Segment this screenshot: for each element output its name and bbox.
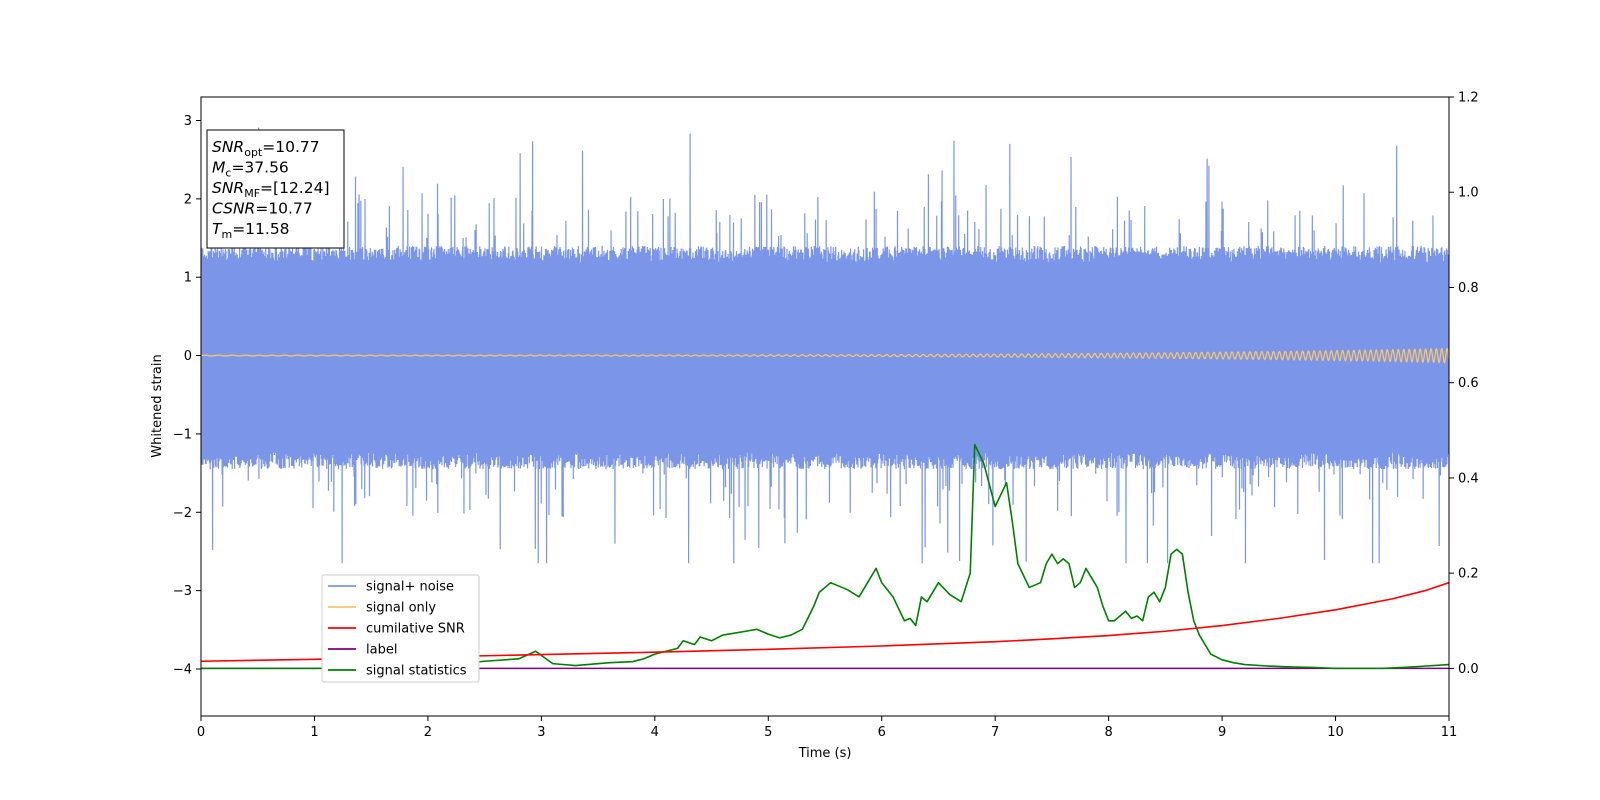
x-tick-label: 9 [1218,725,1226,740]
y2-tick-label: 0.4 [1458,471,1479,486]
noise-core-band [201,267,1449,447]
legend-label: signal only [366,601,436,616]
x-tick-label: 4 [651,725,659,740]
series-line-cumulative-snr [201,581,1449,663]
y-tick-label: 1 [184,271,192,286]
legend-frame [321,574,480,683]
annotation-line: Tm=11.58 [212,220,290,241]
y-tick-label: 0 [184,349,192,364]
y2-tick-label: 0.0 [1458,662,1479,677]
y-tick-label: −4 [173,662,192,677]
y-tick-label: −1 [173,427,192,442]
series-line-signal-only [201,347,1449,364]
annotation-line: Mc=37.56 [212,159,289,180]
y2-tick-label: 0.2 [1458,567,1479,582]
x-tick-label: 6 [878,725,886,740]
y2-tick-label: 0.6 [1458,376,1479,391]
axes: 0 1 2 3 4 5 6 7 8 9 10 11 −4 −3 −2 −1 0 1 2 3 0.0 0.2 0.4 0.6 0.… [173,91,1479,741]
y-axis-label: Whitened strain [150,354,165,457]
y-tick-label: 2 [184,192,192,207]
plot-frame [200,96,1450,717]
y-tick-label: −3 [173,584,192,599]
y-tick-label: −2 [173,506,192,521]
y2-tick-label: 1.2 [1458,91,1479,106]
y2-tick-label: 1.0 [1458,186,1479,201]
x-tick-label: 2 [424,725,432,740]
stats-annotation: SNRopt=10.77Mc=37.56SNRMF=[12.24]CSNR=10… [206,129,345,249]
annotation-line: CSNR=10.77 [212,200,313,218]
x-axis-label: Time (s) [798,746,852,761]
annotation-frame [206,129,345,249]
x-tick-label: 10 [1327,725,1344,740]
x-tick-label: 5 [764,725,772,740]
legend-label: label [366,643,397,658]
x-tick-label: 1 [310,725,318,740]
x-tick-label: 11 [1441,725,1458,740]
x-tick-label: 3 [537,725,545,740]
series-line-signal-noise [201,127,1449,564]
annotation-line: SNRopt=10.77 [212,138,320,159]
annotation-line: SNRMF=[12.24] [212,179,330,200]
series-line-signal-statistics [201,443,1449,670]
x-tick-label: 0 [197,725,205,740]
y2-tick-label: 0.8 [1458,281,1479,296]
x-tick-label: 7 [991,725,999,740]
y-tick-label: 3 [184,114,192,129]
legend-label: signal+ noise [366,580,454,595]
legend-label: signal statistics [366,664,467,679]
legend: signal+ noise signal only cumilative SNR la… [321,574,480,683]
legend-label: cumilative SNR [366,622,465,637]
x-tick-label: 8 [1104,725,1112,740]
